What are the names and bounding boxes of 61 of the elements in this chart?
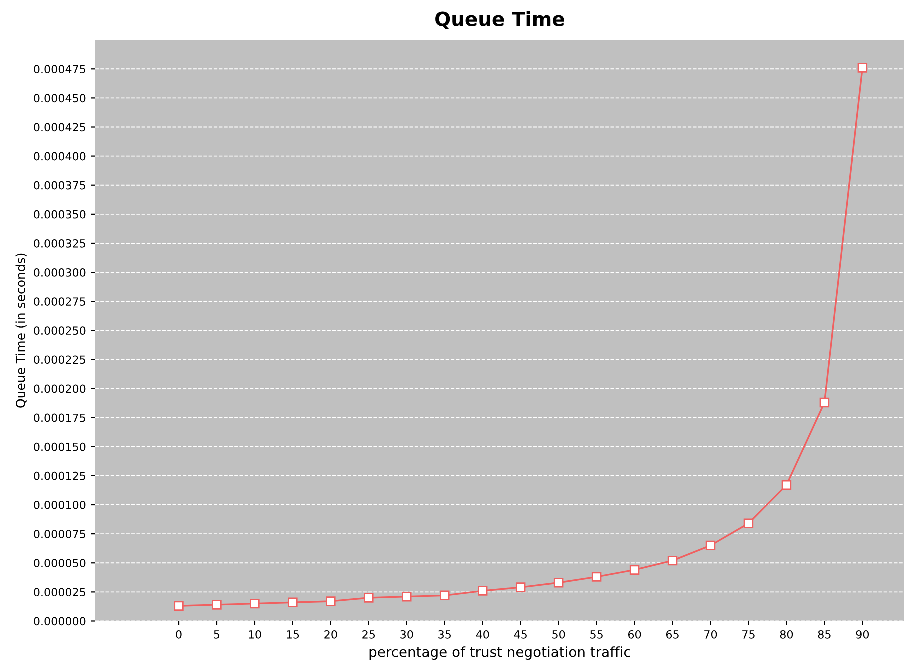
x-tick-label: 0 [176,630,182,639]
y-tick-label: 0.000250 [34,326,86,336]
x-tick-label: 80 [780,630,794,639]
y-tick-label: 0.000300 [34,268,86,277]
y-tick-label: 0.000400 [34,152,86,161]
point [630,565,640,575]
y-tick-label: 0.000475 [34,65,86,74]
x-tick-label: 75 [742,630,755,639]
y-tick-label: 0.000175 [34,414,86,422]
x-tick-label: 90 [856,630,870,639]
point [364,593,374,603]
y-tick-label: 0.000100 [34,500,86,510]
y-tick-label: 0.000000 [34,617,86,626]
y-tick-label: 0.000425 [34,123,86,132]
point [554,578,564,588]
point [326,596,336,606]
x-tick-label: 20 [324,630,338,639]
y-tick-label: 0.000050 [34,559,86,568]
x-tick-label: 60 [628,630,642,639]
point [782,480,792,490]
point [744,518,754,528]
x-tick-label: 55 [590,630,603,639]
point [440,590,450,601]
x-tick-label: 70 [704,630,718,639]
x-tick-label: 40 [476,630,490,639]
y-axis-title: Queue Time (in seconds) [16,254,27,408]
point [288,598,298,608]
point [402,592,412,602]
x-tick-label: 85 [818,630,831,639]
x-tick-label: 15 [287,630,300,639]
y-tick-label: 0.000325 [34,239,86,248]
point [516,582,526,592]
y-tick-label: 0.000450 [34,94,86,103]
y-tick-label: 0.000150 [34,442,86,452]
y-tick-label: 0.000075 [34,530,86,538]
x-tick-label: 30 [400,630,414,639]
x-tick-label: 10 [249,630,262,639]
point [820,398,830,408]
x-tick-label: 25 [362,630,376,639]
y-tick-label: 0.000275 [34,298,86,306]
point [706,540,716,551]
point [668,556,678,566]
point [858,63,868,73]
point [250,598,260,609]
y-tick-label: 0.000375 [34,181,86,190]
point [174,601,184,611]
y-tick-label: 0.000025 [34,588,86,597]
point [592,572,602,582]
y-tick-label: 0.000350 [34,210,86,219]
x-tick-label: 5 [214,630,220,639]
x-tick-label: 50 [552,630,566,639]
x-tick-label: 35 [438,630,451,639]
y-tick-label: 0.000200 [34,384,86,394]
x-tick-label: 45 [514,630,527,639]
chart-title: Queue Time [436,11,564,30]
point [478,586,488,596]
point [212,600,222,610]
x-tick-label: 65 [666,630,679,639]
x-axis-title: percentage of trust negotiation traffic [370,646,630,660]
y-tick-label: 0.000125 [34,472,86,480]
y-tick-label: 0.000225 [34,356,86,364]
